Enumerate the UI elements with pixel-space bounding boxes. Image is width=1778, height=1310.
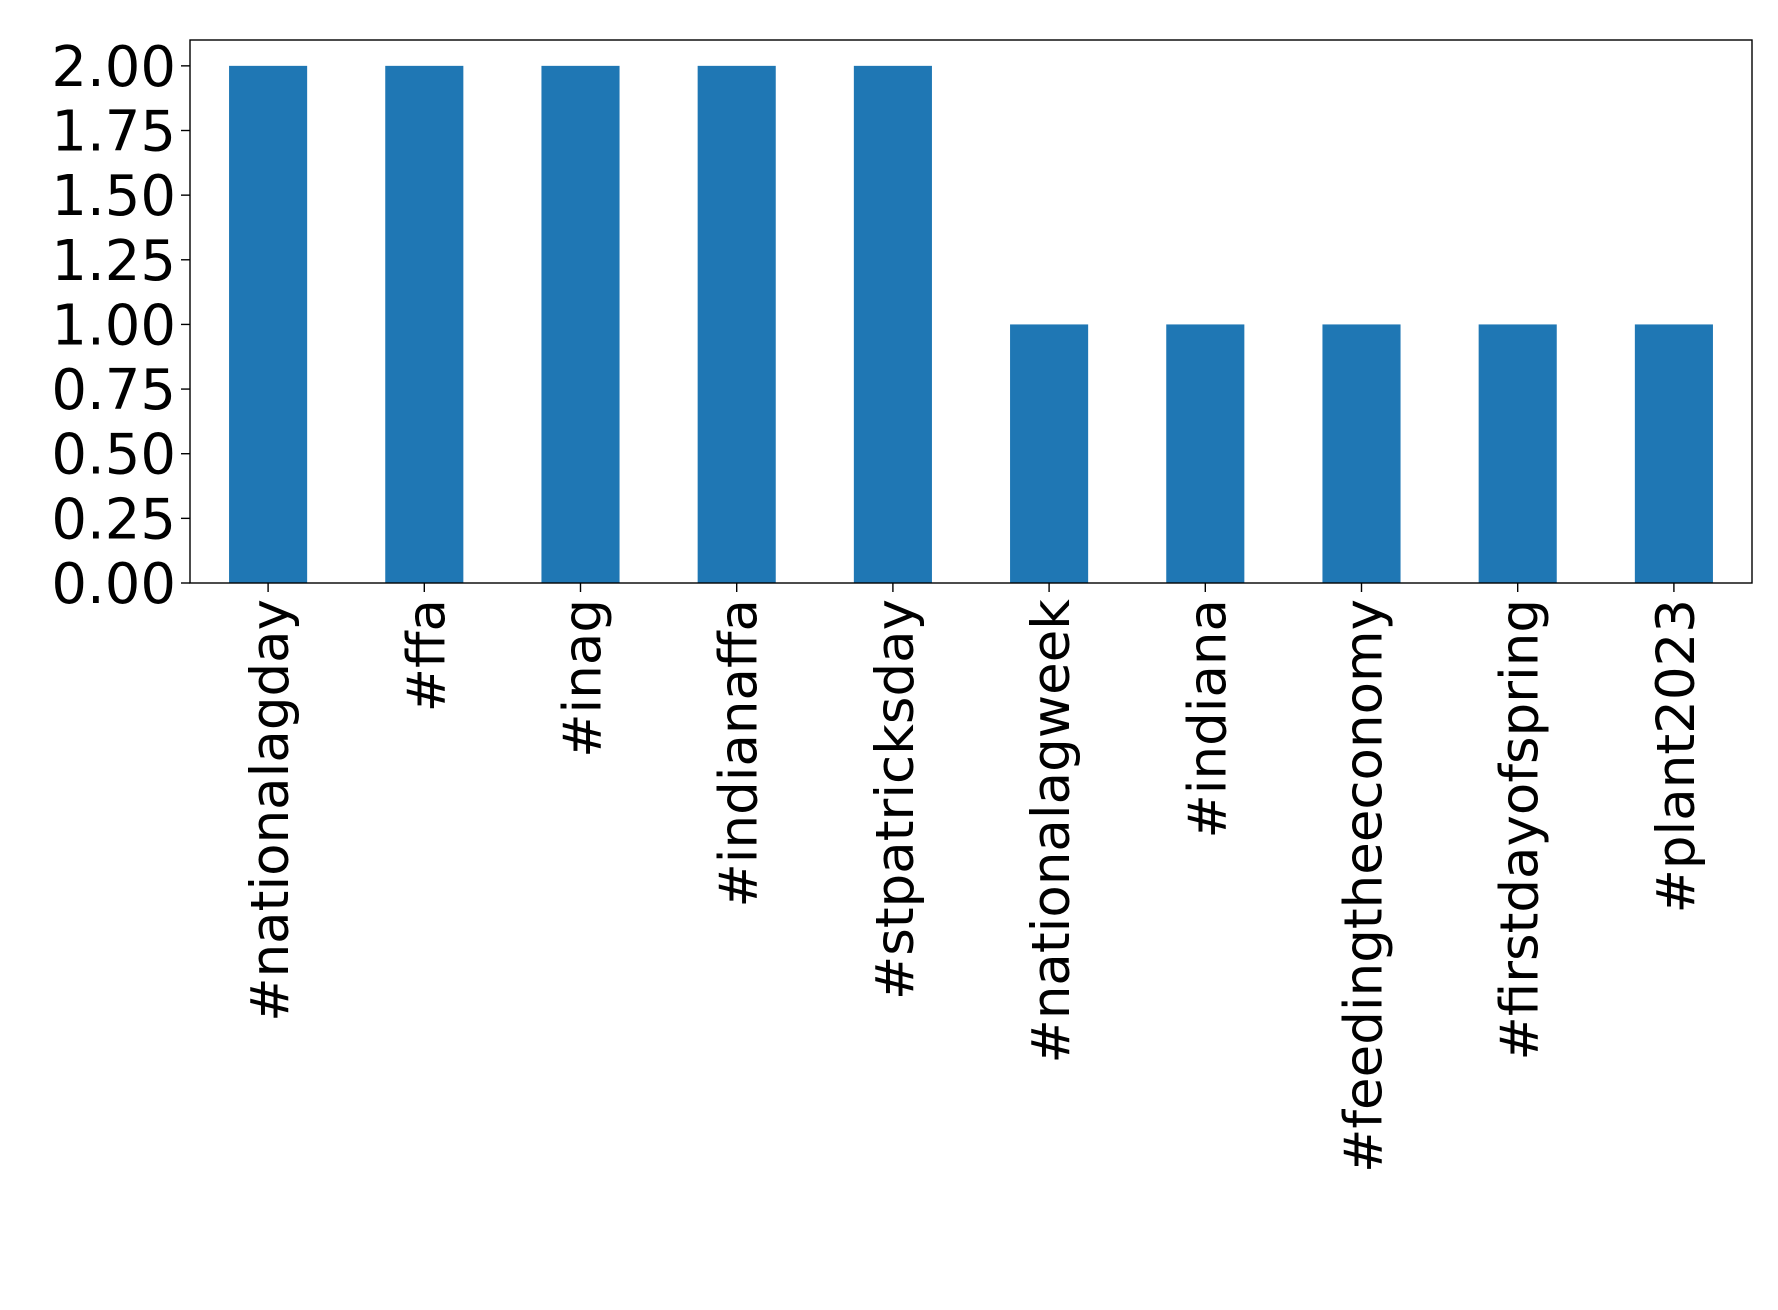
y-tick-label: 1.75 <box>51 100 176 165</box>
y-tick-label: 2.00 <box>51 35 176 100</box>
x-tick-label: #inag <box>553 599 614 758</box>
bar-plant2023 <box>1634 324 1713 583</box>
x-tick-label: #feedingtheeconomy <box>1334 599 1395 1173</box>
y-tick-label: 1.25 <box>51 229 176 294</box>
bar-indianaffa <box>697 65 776 584</box>
y-tick-label: 1.50 <box>51 164 176 229</box>
x-tick-label: #indiana <box>1177 599 1238 839</box>
bar-stpatricksday <box>853 65 932 584</box>
x-tick-label: #ffa <box>396 599 457 712</box>
x-tick-label: #stpatricksday <box>865 599 926 1000</box>
y-tick-label: 0.75 <box>51 358 176 423</box>
x-tick-label: #firstdayofspring <box>1490 599 1551 1061</box>
bar-ffa <box>385 65 464 584</box>
plot-frame <box>189 39 1753 584</box>
bar-nationalagweek <box>1010 324 1089 583</box>
y-tick-label: 1.00 <box>51 293 176 358</box>
x-axis: #nationalagday #ffa #inag #indianaffa #stpat… <box>240 583 1707 1173</box>
bar-feedingtheeconomy <box>1322 324 1401 583</box>
bar-inag <box>541 65 620 584</box>
x-tick-label: #indianaffa <box>709 599 770 908</box>
bar-indiana <box>1166 324 1245 583</box>
x-tick-label: #nationalagday <box>240 599 301 1022</box>
bars-layer <box>229 65 1713 584</box>
y-tick-label: 0.50 <box>51 423 176 488</box>
bar-firstdayofspring <box>1478 324 1557 583</box>
y-axis: 0.000.250.500.751.001.251.501.752.00 <box>51 35 190 617</box>
y-tick-label: 0.25 <box>51 487 176 552</box>
bar-nationalagday <box>229 65 308 584</box>
x-tick-label: #nationalagweek <box>1021 599 1082 1064</box>
x-tick-label: #plant2023 <box>1646 599 1707 914</box>
y-tick-label: 0.00 <box>51 552 176 617</box>
